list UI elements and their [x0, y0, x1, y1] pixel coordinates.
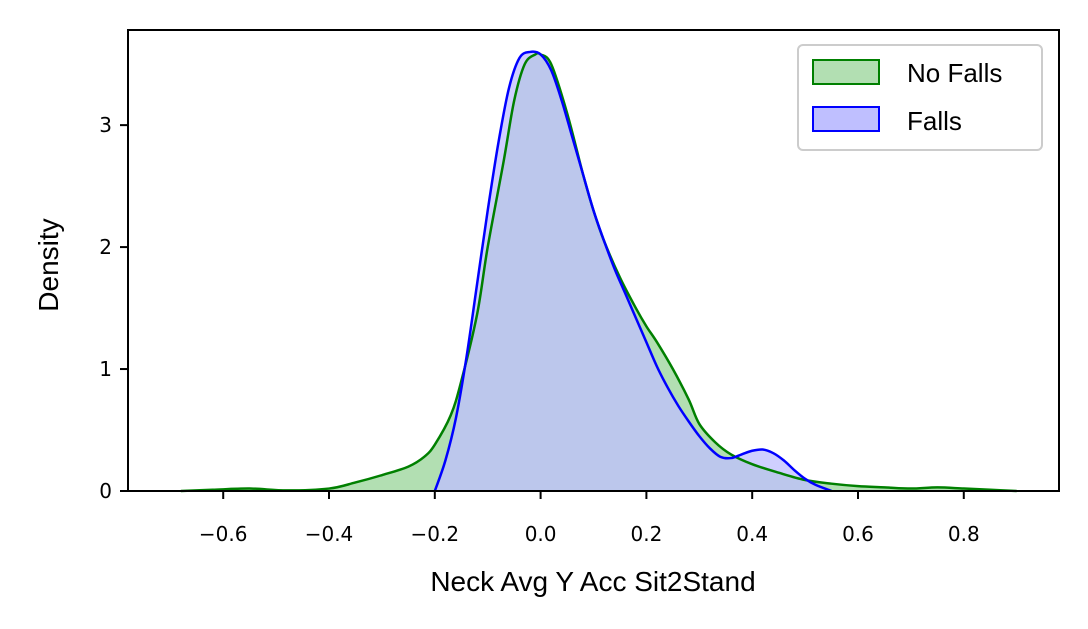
- plot-frame: [127, 29, 1060, 492]
- legend-swatch-falls: [812, 106, 880, 132]
- density-fills: [180, 51, 1017, 492]
- legend-label-no-falls: No Falls: [907, 58, 1002, 88]
- x-tick-label: −0.4: [305, 522, 354, 546]
- y-tick-label: 1: [99, 357, 112, 381]
- density-area-falls: [434, 51, 832, 491]
- y-tick-label: 3: [99, 113, 112, 137]
- x-tick-label: −0.2: [411, 522, 460, 546]
- density-lines: [180, 50, 1017, 493]
- x-axis-title: Neck Avg Y Acc Sit2Stand: [430, 566, 755, 597]
- x-tick-label: 0.2: [630, 522, 662, 546]
- legend-label-falls: Falls: [907, 106, 962, 136]
- legend-swatch-no-falls: [812, 59, 880, 85]
- x-tick-label: 0.6: [842, 522, 874, 546]
- y-tick-label: 0: [99, 479, 112, 503]
- x-axis-ticks: −0.6 −0.4 −0.2 0.0 0.2 0.4 0.6 0.8: [199, 491, 980, 546]
- y-axis-ticks: 0 1 2 3: [99, 113, 128, 503]
- x-tick-label: −0.6: [199, 522, 248, 546]
- density-line-falls: [433, 50, 832, 493]
- y-tick-label: 2: [99, 235, 112, 259]
- legend: No Falls Falls: [797, 44, 1043, 151]
- x-tick-label: 0.4: [736, 522, 768, 546]
- x-tick-label: 0.0: [525, 522, 557, 546]
- y-axis-title: Density: [33, 218, 64, 311]
- x-tick-label: 0.8: [948, 522, 980, 546]
